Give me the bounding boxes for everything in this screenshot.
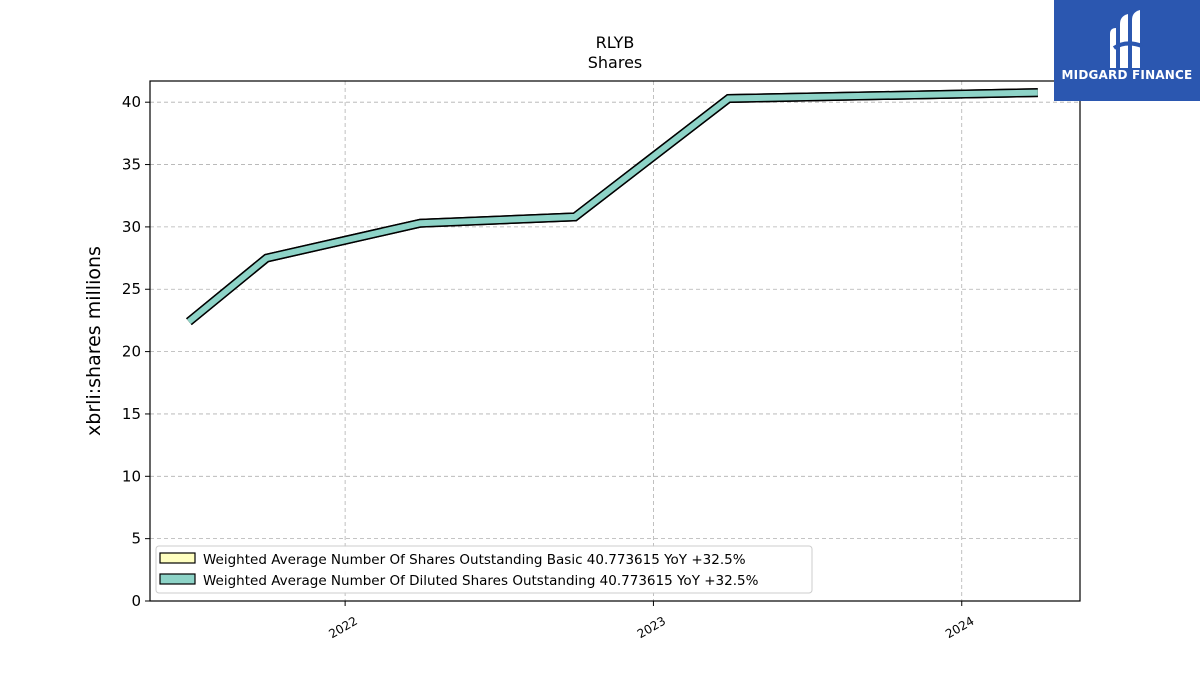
legend: Weighted Average Number Of Shares Outsta… [155, 545, 813, 594]
y-tick-label: 35 [122, 156, 141, 174]
legend-swatch-basic [159, 552, 196, 564]
y-tick-label: 30 [122, 218, 141, 236]
chart-subtitle: Shares [588, 53, 643, 72]
y-axis: 0 5 10 15 20 25 30 35 40 [122, 93, 150, 610]
series-line [186, 89, 1038, 325]
midgard-finance-logo: MIDGARD FINANCE [1054, 0, 1200, 101]
chart-title: RLYB [596, 33, 635, 52]
x-axis: 2022 2023 2024 [326, 601, 976, 641]
x-tick-label: 2022 [326, 614, 359, 641]
series-outline [186, 88, 1038, 326]
series-line [186, 89, 1038, 325]
grid [150, 81, 1080, 602]
legend-swatch-diluted [159, 573, 196, 585]
y-axis-label: xbrli:shares millions [83, 246, 105, 436]
logo-mark-icon [1110, 10, 1143, 68]
logo-text: MIDGARD FINANCE [1061, 68, 1193, 82]
x-tick-label: 2024 [943, 614, 976, 641]
y-tick-label: 40 [122, 93, 141, 111]
y-tick-label: 15 [122, 405, 141, 423]
y-tick-label: 10 [122, 467, 141, 485]
y-tick-label: 0 [131, 592, 141, 610]
legend-label-diluted: Weighted Average Number Of Diluted Share… [203, 573, 759, 589]
series-layer [186, 88, 1038, 326]
y-tick-label: 20 [122, 343, 141, 361]
legend-box [155, 545, 813, 594]
series-outline [186, 88, 1038, 326]
y-tick-label: 25 [122, 280, 141, 298]
plot-frame [149, 80, 1081, 602]
y-tick-label: 5 [131, 530, 141, 548]
x-tick-label: 2023 [635, 614, 668, 641]
legend-label-basic: Weighted Average Number Of Shares Outsta… [203, 552, 746, 568]
